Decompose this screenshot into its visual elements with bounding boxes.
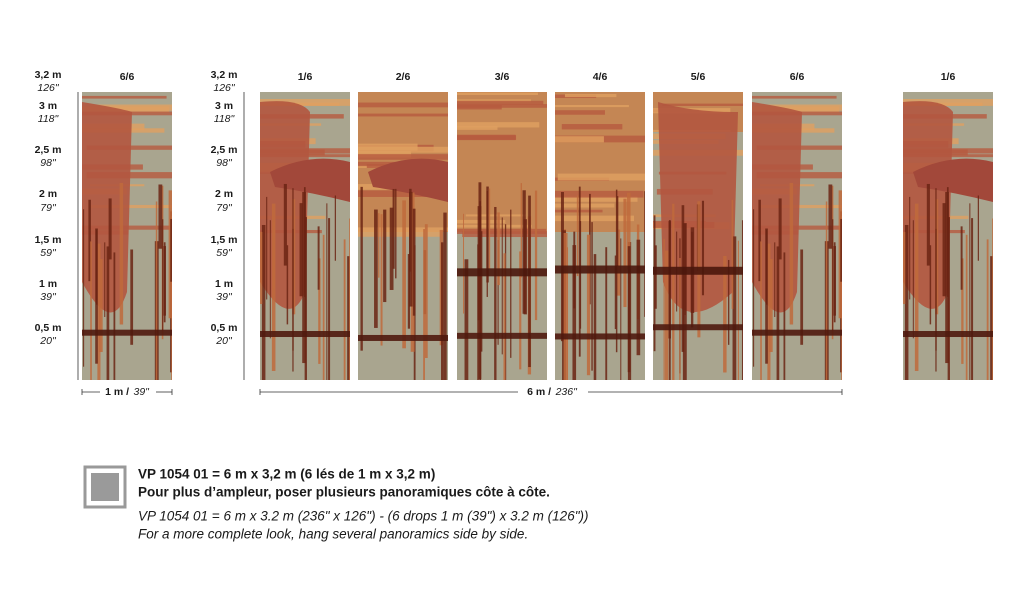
description-line: Pour plus d’ampleur, poser plusieurs pan… (138, 485, 550, 500)
scale-imperial: 39" (216, 291, 233, 303)
scale-imperial: 126" (37, 82, 60, 94)
panel (457, 92, 547, 380)
scale-metric: 2,5 m (35, 144, 62, 156)
scale-imperial: 59" (216, 247, 233, 259)
scale-imperial: 98" (216, 157, 233, 169)
scale-imperial: 20" (39, 335, 57, 347)
panel (260, 92, 350, 380)
panel (82, 92, 172, 380)
scale-metric: 3,2 m (211, 69, 238, 81)
scale-imperial: 59" (40, 247, 57, 259)
panel-label: 2/6 (396, 71, 411, 83)
width-label: 6 m / 236" (527, 383, 578, 400)
scale-metric: 3 m (215, 100, 233, 112)
scale-imperial: 118" (214, 113, 236, 125)
width-label: 1 m / 39" (105, 383, 150, 400)
scale-imperial: 20" (215, 335, 233, 347)
scale-imperial: 79" (216, 202, 233, 214)
panel-label: 3/6 (495, 71, 510, 83)
scale-imperial: 39" (40, 291, 57, 303)
width-imperial: 39" (133, 386, 150, 398)
scale-metric: 2 m (39, 188, 57, 200)
description-line: VP 1054 01 = 6 m x 3.2 m (236" x 126") -… (138, 509, 588, 524)
scale-metric: 0,5 m (35, 322, 62, 334)
scale-metric: 2,5 m (211, 144, 238, 156)
scale-metric: 1,5 m (35, 234, 62, 246)
description-line: VP 1054 01 = 6 m x 3,2 m (6 lés de 1 m x… (138, 467, 435, 482)
width-metric: 1 m / (105, 386, 129, 398)
panel-label: 6/6 (120, 71, 135, 83)
width-imperial: 236" (555, 386, 579, 398)
panel (653, 92, 743, 380)
scale-imperial: 79" (40, 202, 57, 214)
swatch (91, 473, 119, 501)
scale-metric: 1 m (39, 278, 57, 290)
scale-metric: 3,2 m (35, 69, 62, 81)
panel-label: 1/6 (941, 71, 956, 83)
scale-imperial: 98" (40, 157, 57, 169)
scale-metric: 3 m (39, 100, 57, 112)
dimension-lines (77, 92, 843, 395)
scale-metric: 2 m (215, 188, 233, 200)
panel-label: 5/6 (691, 71, 706, 83)
scale-imperial: 126" (213, 82, 236, 94)
scale-imperial: 118" (38, 113, 60, 125)
panel (752, 92, 842, 380)
panel-label: 4/6 (593, 71, 608, 83)
scale-metric: 1 m (215, 278, 233, 290)
panel-label: 6/6 (790, 71, 805, 83)
scale-metric: 0,5 m (211, 322, 238, 334)
description-line: For a more complete look, hang several p… (138, 527, 528, 542)
panel (358, 92, 448, 380)
panel-label: 1/6 (298, 71, 313, 83)
scale-metric: 1,5 m (211, 234, 238, 246)
panel (903, 92, 993, 380)
width-metric: 6 m / (527, 386, 551, 398)
